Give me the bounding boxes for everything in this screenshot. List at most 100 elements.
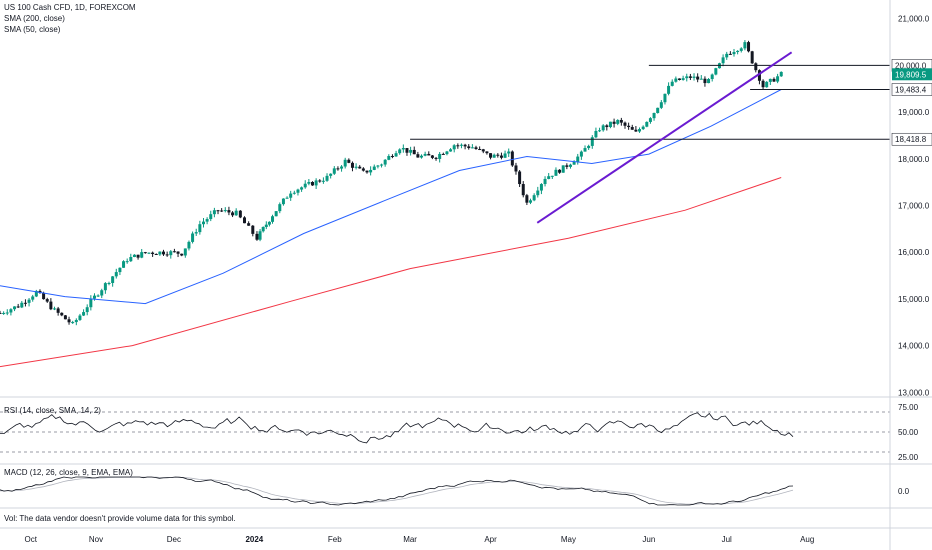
candle-body (703, 78, 707, 84)
candle-body (688, 76, 692, 78)
candle-body (13, 306, 17, 310)
candle-body (376, 165, 380, 167)
y-tick-label: 19,000.0 (898, 108, 930, 117)
x-tick-label: Apr (484, 535, 497, 544)
candle-body (590, 137, 594, 146)
candle-body (463, 144, 467, 147)
candle-body (470, 147, 474, 149)
candle-body (612, 121, 616, 124)
candle-body (71, 322, 75, 324)
candle-body (565, 165, 569, 167)
candle-body (9, 309, 13, 313)
candle-body (314, 180, 318, 186)
candle-body (278, 204, 282, 212)
rsi-legend[interactable]: RSI (14, close, SMA, 14, 2) (4, 406, 101, 415)
candle-body (652, 112, 656, 119)
candle-body (445, 151, 449, 155)
y-tick-label: 18,000.0 (898, 155, 930, 164)
candle-body (681, 78, 685, 80)
macd-signal-line (0, 476, 794, 505)
sma200-legend[interactable]: SMA (200, close) (4, 14, 65, 23)
candle-body (255, 233, 259, 240)
candle-body (754, 63, 758, 71)
candle-body (234, 210, 238, 216)
candle-body (456, 145, 460, 147)
candle-body (507, 151, 511, 154)
last-price-badge (892, 68, 932, 81)
level-badge (891, 83, 932, 96)
candle-body (598, 130, 602, 132)
candle-body (739, 48, 743, 51)
x-tick-label: Jul (722, 535, 732, 544)
x-tick-label: May (561, 535, 576, 544)
candle-body (162, 251, 166, 255)
candle-body (198, 224, 202, 233)
candle-body (529, 200, 533, 203)
candle-body (630, 127, 634, 130)
candle-body (496, 154, 500, 156)
candle-body (154, 254, 158, 256)
candle-body (583, 148, 587, 152)
candle-body (656, 107, 660, 113)
candle-body (387, 156, 391, 160)
candle-body (521, 184, 525, 196)
sma50-legend[interactable]: SMA (50, close) (4, 25, 61, 34)
candle-body (78, 315, 82, 320)
x-tick-label: Jun (642, 535, 655, 544)
candle-body (558, 169, 562, 173)
candle-body (96, 295, 100, 297)
candle-body (151, 252, 155, 255)
candle-body (772, 78, 776, 82)
candle-body (340, 166, 344, 169)
candle-body (267, 221, 271, 225)
candle-body (63, 315, 67, 320)
x-tick-label: Dec (167, 535, 181, 544)
candle-body (122, 261, 126, 268)
candle-body (216, 210, 220, 212)
y-tick-label: 16,000.0 (898, 248, 930, 257)
rsi-pane[interactable] (0, 411, 890, 453)
volume-note: Vol: The data vendor doesn't provide vol… (4, 514, 236, 523)
candle-body (576, 156, 580, 163)
candle-body (132, 254, 136, 258)
candle-body (547, 176, 551, 179)
candle-body (332, 168, 336, 174)
x-tick-label: Oct (25, 535, 38, 544)
candle-body (296, 189, 300, 193)
candle-body (343, 159, 347, 167)
candle-body (390, 156, 394, 158)
level-badge-label: 19,483.4 (895, 86, 927, 95)
candle-body (307, 181, 311, 184)
candle-body (539, 184, 543, 191)
candle-body (383, 159, 387, 165)
macd-pane[interactable] (0, 476, 794, 506)
candle-body (187, 241, 191, 249)
price-pane[interactable] (0, 40, 890, 368)
macd-legend[interactable]: MACD (12, 26, close, 9, EMA, EMA) (4, 468, 133, 477)
candle-body (261, 227, 265, 232)
candle-body (459, 144, 463, 146)
candle-body (209, 214, 213, 220)
candle-body (336, 168, 340, 170)
symbol-title[interactable]: US 100 Cash CFD, 1D, FOREXCOM (4, 3, 136, 12)
candle-body (670, 81, 674, 86)
candle-body (318, 180, 322, 182)
trendline[interactable] (536, 51, 793, 224)
y-tick-label: 15,000.0 (898, 295, 930, 304)
candle-body (147, 252, 151, 254)
candle-body (467, 146, 471, 149)
candle-body (20, 302, 24, 308)
x-tick-label: Feb (328, 535, 342, 544)
candle-body (191, 233, 195, 242)
candle-body (478, 149, 482, 151)
candle-body (638, 129, 642, 132)
candle-body (510, 151, 514, 166)
candle-body (561, 165, 565, 173)
candle-body (172, 251, 176, 253)
candle-body (212, 210, 216, 215)
candle-body (743, 42, 747, 49)
candle-body (34, 290, 38, 297)
candle-body (60, 312, 64, 316)
candle-body (136, 254, 140, 258)
